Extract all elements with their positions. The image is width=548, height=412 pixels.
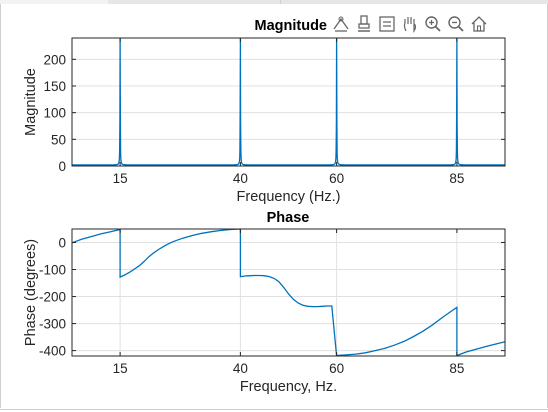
series-line [72, 37, 505, 166]
phase-axes[interactable]: 15 40 60 85 0 -100 -200 -300 -400 Phase Frequency,… [23, 210, 506, 395]
y-tick-label: -200 [39, 290, 66, 305]
home-icon[interactable] [469, 14, 489, 34]
window-tab[interactable] [200, 0, 281, 4]
x-axis-label: Frequency (Hz.) [237, 189, 341, 205]
magnitude-axes[interactable]: 15 40 60 85 0 50 100 150 200 Magnitude Frequency (… [23, 18, 506, 205]
y-tick-label: -400 [39, 344, 66, 359]
brush-icon[interactable] [354, 14, 374, 34]
window-border [0, 409, 548, 410]
y-tick-label: 200 [43, 52, 66, 67]
x-tick-label: 40 [233, 361, 248, 376]
legend-icon[interactable] [377, 14, 397, 34]
x-tick-label: 40 [233, 171, 248, 186]
axes-box [71, 228, 506, 357]
chart-title: Phase [267, 210, 310, 226]
y-tick-label: 0 [58, 159, 66, 174]
x-tick-label: 15 [113, 171, 128, 186]
y-axis-label: Magnitude [23, 68, 39, 136]
x-axis-label: Frequency, Hz. [240, 379, 337, 395]
x-tick-label: 15 [113, 361, 128, 376]
window-tab-strip [0, 0, 548, 4]
zoom-out-icon[interactable] [446, 14, 466, 34]
axes-toolbar [331, 12, 489, 36]
x-tick-label: 85 [449, 171, 464, 186]
series-line [71, 228, 506, 357]
y-tick-label: -300 [39, 317, 66, 332]
plot-area [72, 229, 505, 356]
zoom-in-icon[interactable] [423, 14, 443, 34]
x-tick-label: 60 [329, 361, 344, 376]
y-tick-label: 0 [58, 236, 66, 251]
y-tick-label: 150 [43, 79, 66, 94]
y-tick-label: 100 [43, 106, 66, 121]
window-border [0, 4, 1, 408]
x-tick-label: 60 [329, 171, 344, 186]
pan-hand-icon[interactable] [400, 14, 420, 34]
x-tick-label: 85 [449, 361, 464, 376]
plot-area [72, 38, 505, 166]
chart-title: Magnitude [255, 18, 328, 34]
data-tips-icon[interactable] [331, 14, 351, 34]
y-axis-label: Phase (degrees) [23, 239, 39, 346]
y-tick-label: 50 [51, 132, 66, 147]
y-tick-label: -100 [39, 263, 66, 278]
axes-box [71, 37, 506, 167]
